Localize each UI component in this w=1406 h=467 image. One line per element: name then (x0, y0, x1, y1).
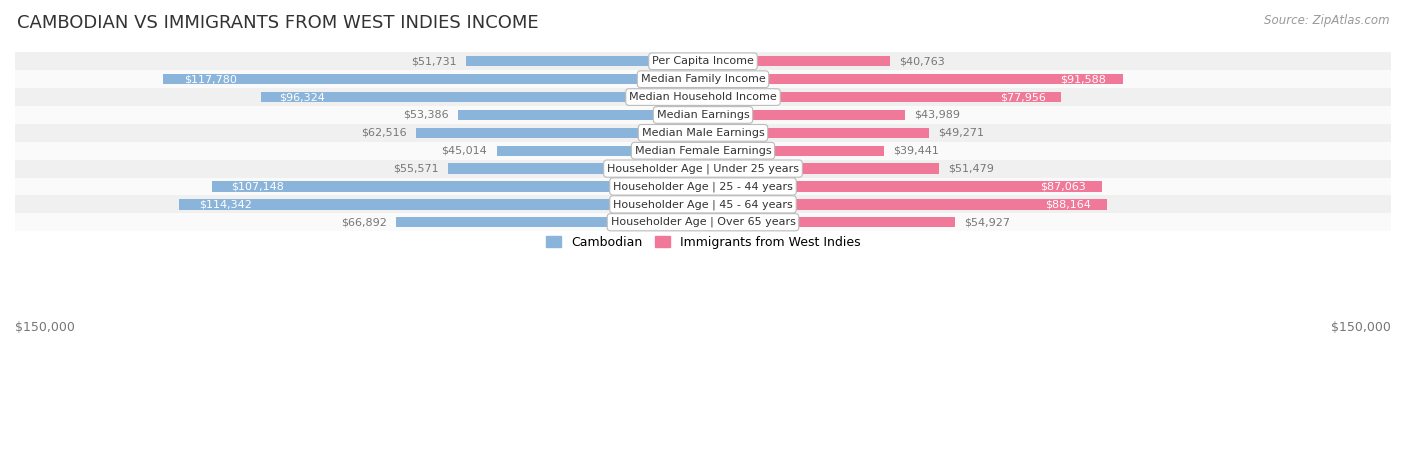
Text: CAMBODIAN VS IMMIGRANTS FROM WEST INDIES INCOME: CAMBODIAN VS IMMIGRANTS FROM WEST INDIES… (17, 14, 538, 32)
Text: $62,516: $62,516 (361, 128, 408, 138)
Text: $107,148: $107,148 (231, 182, 284, 191)
Bar (449, 163, 703, 174)
Text: $49,271: $49,271 (938, 128, 984, 138)
Text: Median Female Earnings: Median Female Earnings (634, 146, 772, 156)
Text: $114,342: $114,342 (200, 199, 253, 209)
Bar (163, 74, 703, 85)
Bar (15, 52, 1391, 70)
Text: Householder Age | 25 - 44 years: Householder Age | 25 - 44 years (613, 181, 793, 192)
Bar (15, 124, 1391, 142)
Bar (703, 110, 905, 120)
Text: $53,386: $53,386 (404, 110, 449, 120)
Bar (703, 127, 929, 138)
Text: Median Household Income: Median Household Income (628, 92, 778, 102)
Text: $96,324: $96,324 (278, 92, 325, 102)
Bar (703, 217, 955, 227)
Bar (262, 92, 703, 102)
Text: $40,763: $40,763 (900, 57, 945, 66)
Text: $54,927: $54,927 (965, 217, 1010, 227)
Text: Per Capita Income: Per Capita Income (652, 57, 754, 66)
Text: $66,892: $66,892 (342, 217, 387, 227)
Bar (703, 199, 1108, 210)
Bar (15, 177, 1391, 195)
Bar (703, 181, 1102, 191)
Bar (15, 106, 1391, 124)
Bar (458, 110, 703, 120)
Bar (211, 181, 703, 191)
Text: Median Family Income: Median Family Income (641, 74, 765, 84)
Bar (15, 142, 1391, 160)
Text: Source: ZipAtlas.com: Source: ZipAtlas.com (1264, 14, 1389, 27)
Bar (416, 127, 703, 138)
Bar (15, 70, 1391, 88)
Bar (179, 199, 703, 210)
Text: Median Earnings: Median Earnings (657, 110, 749, 120)
Text: $150,000: $150,000 (1331, 321, 1391, 333)
Text: Householder Age | Under 25 years: Householder Age | Under 25 years (607, 163, 799, 174)
Text: $55,571: $55,571 (394, 163, 439, 174)
Text: $117,780: $117,780 (184, 74, 238, 84)
Text: $51,479: $51,479 (948, 163, 994, 174)
Bar (703, 146, 884, 156)
Bar (15, 213, 1391, 231)
Bar (396, 217, 703, 227)
Text: $87,063: $87,063 (1040, 182, 1087, 191)
Text: $77,956: $77,956 (1001, 92, 1046, 102)
Bar (15, 195, 1391, 213)
Text: $39,441: $39,441 (893, 146, 939, 156)
Bar (496, 146, 703, 156)
Text: Householder Age | Over 65 years: Householder Age | Over 65 years (610, 217, 796, 227)
Text: $88,164: $88,164 (1045, 199, 1091, 209)
Legend: Cambodian, Immigrants from West Indies: Cambodian, Immigrants from West Indies (541, 231, 865, 254)
Text: $43,989: $43,989 (914, 110, 960, 120)
Text: $51,731: $51,731 (411, 57, 457, 66)
Text: $91,588: $91,588 (1060, 74, 1107, 84)
Bar (465, 56, 703, 66)
Text: $150,000: $150,000 (15, 321, 75, 333)
Text: Householder Age | 45 - 64 years: Householder Age | 45 - 64 years (613, 199, 793, 210)
Bar (703, 163, 939, 174)
Text: $45,014: $45,014 (441, 146, 488, 156)
Bar (15, 160, 1391, 177)
Text: Median Male Earnings: Median Male Earnings (641, 128, 765, 138)
Bar (703, 92, 1060, 102)
Bar (15, 88, 1391, 106)
Bar (703, 56, 890, 66)
Bar (703, 74, 1123, 85)
